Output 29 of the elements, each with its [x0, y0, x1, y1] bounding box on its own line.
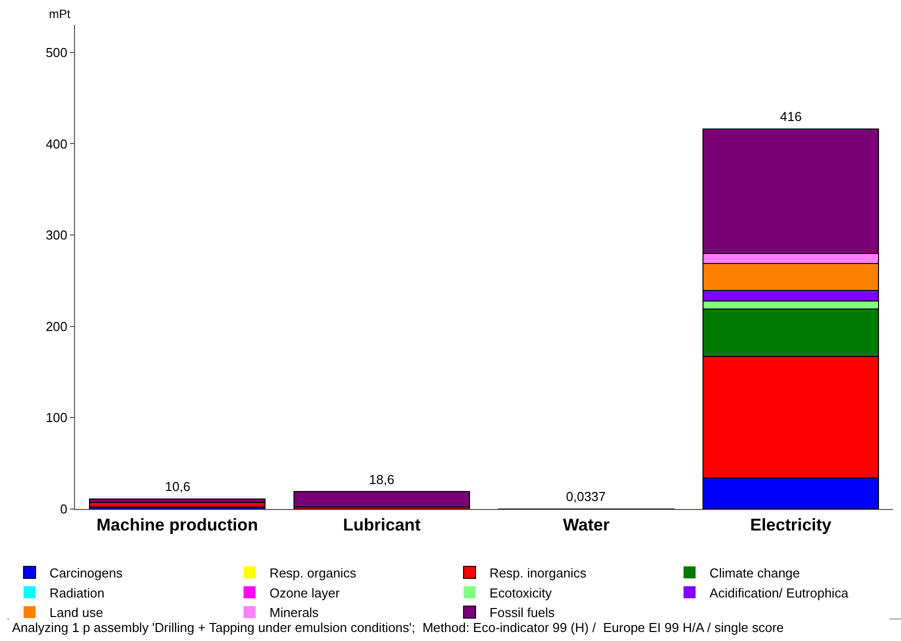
legend-label: Acidification/ Eutrophica	[710, 585, 850, 600]
total-label: 0,0337	[566, 489, 606, 504]
legend-label: Resp. organics	[270, 565, 357, 580]
legend-label: Ecotoxicity	[490, 585, 552, 600]
y-tick-label: 400	[46, 136, 68, 152]
bar	[88, 498, 266, 504]
x-tick-label: Electricity	[750, 515, 832, 534]
y-axis-title: mPt	[49, 7, 71, 21]
total-label: 416	[780, 109, 802, 124]
text: Analyzing 1 p assembly 'Drilling + Tapping under emulsion conditions'; Method: Eco-indicator 99 (H) / Europe EI 99 H/A / single score	[12, 620, 784, 635]
total-label: 18,6	[369, 472, 394, 487]
legend-label: Climate change	[710, 565, 800, 580]
legend-label: Ozone layer	[270, 585, 340, 600]
x-tick-label: Lubricant	[343, 515, 421, 534]
y-tick-label: 500	[46, 44, 68, 60]
y-tick-label: 100	[46, 410, 68, 426]
legend-label: Fossil fuels	[490, 605, 556, 620]
legend-label: Carcinogens	[50, 565, 124, 580]
bar	[293, 491, 470, 508]
legend-label: Radiation	[50, 585, 104, 600]
y-tick-label: 0	[60, 502, 68, 517]
y-tick-label: 200	[46, 318, 68, 334]
legend-label: Land use	[50, 605, 104, 620]
x-tick-label: Water	[562, 515, 610, 534]
x-tick-label: Machine production	[96, 515, 258, 534]
total-label: 10,6	[165, 479, 190, 494]
legend-label: Resp. inorganics	[490, 565, 587, 580]
y-tick-label: 300	[46, 228, 68, 243]
legend-label: Minerals	[270, 605, 320, 620]
